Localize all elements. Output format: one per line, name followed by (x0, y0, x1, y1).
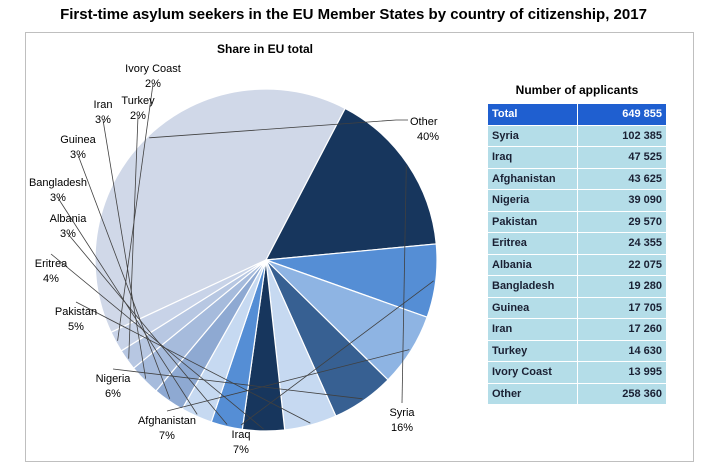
table-row: Nigeria 39 090 (487, 189, 667, 212)
country-cell: Pakistan (487, 210, 578, 233)
slice-value-label: 3% (60, 228, 76, 240)
slice-value-label: 2% (130, 110, 146, 122)
slice-value-label: 3% (95, 114, 111, 126)
slice-value-label: 16% (391, 422, 413, 434)
slice-label: Syria (389, 407, 415, 419)
slice-value-label: 3% (50, 192, 66, 204)
table-row: Syria 102 385 (487, 124, 667, 147)
applicants-cell: 258 360 (577, 382, 667, 405)
leader-line (117, 83, 154, 341)
country-cell: Syria (487, 124, 578, 147)
leader-line (112, 368, 363, 400)
leader-line (401, 165, 407, 404)
table-row: Albania 22 075 (487, 253, 667, 276)
slice-label: Ivory Coast (125, 63, 181, 75)
leader-line (128, 115, 139, 359)
applicants-cell: 43 625 (577, 167, 667, 190)
slice-value-label: 7% (159, 430, 175, 442)
slice-value-label: 4% (43, 273, 59, 285)
country-cell: Iraq (487, 146, 578, 169)
slice-label: Afghanistan (138, 415, 196, 427)
leader-line (57, 197, 198, 415)
pie-title: Share in EU total (216, 42, 314, 56)
table-row: Afghanistan 43 625 (487, 167, 667, 190)
leader-line (67, 233, 228, 425)
leader-line (240, 280, 434, 426)
slice-value-label: 2% (145, 78, 161, 90)
country-cell: Albania (487, 253, 578, 276)
applicants-cell: 14 630 (577, 339, 667, 362)
leader-line (77, 154, 171, 400)
table-row: Pakistan 29 570 (487, 210, 667, 233)
country-cell: Nigeria (487, 189, 578, 212)
table-heading: Number of applicants (515, 83, 639, 97)
country-cell: Total (487, 103, 578, 126)
applicants-cell: 39 090 (577, 189, 667, 212)
leader-line (75, 301, 311, 424)
country-cell: Eritrea (487, 232, 578, 255)
pie-slice-other (94, 88, 346, 334)
table-row: Bangladesh 19 280 (487, 275, 667, 298)
applicants-cell: 13 995 (577, 361, 667, 384)
chart-frame (25, 32, 694, 462)
applicants-cell: 17 705 (577, 296, 667, 319)
table-row: Ivory Coast 13 995 (487, 361, 667, 384)
pie-slice-syria (264, 107, 437, 261)
applicants-cell: 22 075 (577, 253, 667, 276)
table-row: Other 258 360 (487, 382, 667, 405)
applicants-cell: 102 385 (577, 124, 667, 147)
slice-label: Turkey (121, 95, 155, 107)
chart-title: First-time asylum seekers in the EU Memb… (60, 6, 647, 23)
table-row: Guinea 17 705 (487, 296, 667, 319)
slice-value-label: 7% (233, 444, 249, 456)
leader-line (50, 253, 264, 430)
applicants-cell: 24 355 (577, 232, 667, 255)
country-cell: Other (487, 382, 578, 405)
slice-label: Iran (94, 99, 113, 111)
slice-label: Other (410, 116, 438, 128)
slice-label: Albania (50, 213, 88, 225)
country-cell: Ivory Coast (487, 361, 578, 384)
slice-label: Nigeria (96, 373, 132, 385)
slice-label: Guinea (60, 134, 96, 146)
country-cell: Guinea (487, 296, 578, 319)
leader-line (102, 119, 147, 379)
country-cell: Iran (487, 318, 578, 341)
slice-value-label: 5% (68, 321, 84, 333)
country-cell: Turkey (487, 339, 578, 362)
applicants-cell: 649 855 (577, 103, 667, 126)
pie-slice-ivory-coast (110, 259, 267, 352)
slice-label: Iraq (232, 429, 251, 441)
applicants-cell: 19 280 (577, 275, 667, 298)
applicants-cell: 47 525 (577, 146, 667, 169)
slice-value-label: 40% (417, 131, 439, 143)
table-row-total: Total 649 855 (487, 103, 667, 126)
applicants-cell: 29 570 (577, 210, 667, 233)
slice-value-label: 6% (105, 388, 121, 400)
applicants-cell: 17 260 (577, 318, 667, 341)
table-row: Turkey 14 630 (487, 339, 667, 362)
table-row: Eritrea 24 355 (487, 232, 667, 255)
slice-label: Bangladesh (29, 177, 87, 189)
applicants-table: Total 649 855 Syria 102 385 Iraq 47 525 Afghan… (487, 103, 667, 405)
country-cell: Afghanistan (487, 167, 578, 190)
table-row: Iraq 47 525 (487, 146, 667, 169)
table-row: Iran 17 260 (487, 318, 667, 341)
slice-label: Eritrea (35, 258, 68, 270)
slice-label: Pakistan (55, 306, 97, 318)
leader-line (149, 119, 408, 139)
country-cell: Bangladesh (487, 275, 578, 298)
slice-value-label: 3% (70, 149, 86, 161)
